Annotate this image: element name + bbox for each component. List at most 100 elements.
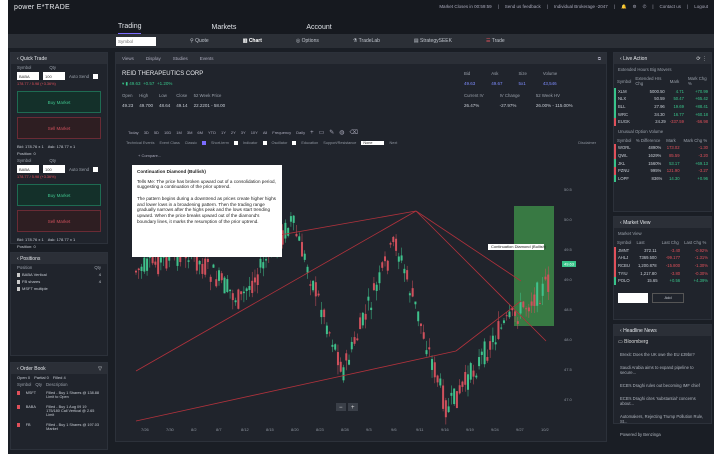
popout-icon[interactable]: ⧉ bbox=[597, 56, 601, 61]
nav-markets[interactable]: Markets bbox=[211, 24, 237, 31]
period-2y[interactable]: 2Y bbox=[230, 130, 236, 135]
period-10d[interactable]: 10D bbox=[163, 130, 172, 135]
qty-stepper[interactable]: 100 bbox=[43, 165, 65, 173]
frequency-select[interactable]: Daily bbox=[296, 130, 306, 135]
symbol-input[interactable]: BABA bbox=[17, 165, 39, 173]
auto-send-checkbox[interactable] bbox=[93, 73, 99, 79]
table-row[interactable]: EUGK 24.29 -337.59 -56.98 bbox=[614, 117, 710, 126]
tab-trade[interactable]: ☰ Trade bbox=[485, 38, 505, 44]
period-all[interactable]: All bbox=[262, 130, 268, 135]
feedback-link[interactable]: Send us feedback bbox=[504, 4, 541, 9]
news-item[interactable]: Saudi Arabia aims to expand pipeline to … bbox=[620, 365, 694, 375]
period-6m[interactable]: 6M bbox=[197, 130, 203, 135]
period-ytd[interactable]: YTD bbox=[207, 130, 216, 135]
period-10y[interactable]: 10Y bbox=[250, 130, 258, 135]
table-row[interactable]: PZNU 995% 121.90 -3.27 bbox=[614, 166, 710, 175]
disclaimer-link[interactable]: Disclaimer bbox=[578, 141, 596, 145]
table-row[interactable]: AHLJ 7369.500 -99.177 -1.31% bbox=[613, 254, 710, 262]
sr-select[interactable]: None bbox=[361, 141, 385, 145]
news-item[interactable]: ECB's Draghi rules out becoming IMF chie… bbox=[620, 383, 700, 388]
bell-icon[interactable]: 🔔 bbox=[620, 4, 627, 9]
period-5d[interactable]: 5D bbox=[153, 130, 159, 135]
period-1y[interactable]: 1Y bbox=[220, 130, 226, 135]
logout-link[interactable]: Logout bbox=[694, 4, 708, 9]
filter-filled[interactable]: Filled 4 bbox=[52, 375, 66, 380]
table-row[interactable]: POLO 15.65 +0.56 +4.39% bbox=[613, 276, 710, 285]
phone-icon[interactable]: ✆ bbox=[642, 4, 647, 9]
tab-strategyseek[interactable]: ▤ StrategySEEK bbox=[413, 38, 452, 44]
table-row[interactable]: JKL 1560% 53.17 +69.13 bbox=[614, 159, 710, 167]
filter-open[interactable]: Open 0 bbox=[17, 375, 31, 380]
menu-display[interactable]: Display bbox=[145, 56, 161, 61]
contact-link[interactable]: Contact us bbox=[659, 4, 682, 9]
order-row[interactable]: BABA Filled - Buy 1 Aug 09 19 175/180 Cal… bbox=[11, 402, 107, 420]
gear-icon[interactable]: ⚙ bbox=[632, 4, 637, 9]
symbol-input[interactable]: BABA bbox=[17, 72, 39, 80]
zoom-out-button[interactable] bbox=[336, 403, 346, 411]
globe-icon[interactable]: ◍ bbox=[339, 130, 345, 136]
period-3m[interactable]: 3M bbox=[186, 130, 193, 135]
menu-studies[interactable]: Studies bbox=[172, 56, 188, 61]
table-row[interactable]: LOPF 836% 14.30 +0.96 bbox=[614, 174, 710, 183]
next-button[interactable]: Next bbox=[389, 141, 398, 145]
refresh-icon[interactable]: ⟳ ⋮ bbox=[696, 55, 707, 62]
news-item[interactable]: ECB's Draghi cites 'substantial' concern… bbox=[620, 396, 696, 406]
position-row[interactable]: MSFT multiple bbox=[11, 285, 107, 292]
price-chart[interactable]: Continuation Diamond (Bullish) 50.5 50.0 49… bbox=[126, 151, 596, 436]
table-row[interactable]: TYIU 1,217.80 -3.80 -0.30% bbox=[613, 269, 710, 277]
period-1m[interactable]: 1M bbox=[176, 130, 182, 135]
compare-button[interactable]: + Compare... bbox=[138, 153, 162, 158]
qty-stepper[interactable]: 100 bbox=[43, 72, 65, 80]
nav-account[interactable]: Account bbox=[306, 24, 332, 31]
tab-options[interactable]: ◎ Options bbox=[295, 38, 319, 44]
tab-chart[interactable]: ▥ Chart bbox=[242, 38, 262, 44]
table-row[interactable]: XLM 5000.50 4.71 +70.99 bbox=[614, 87, 710, 96]
order-row[interactable]: MSFT Filled - Buy 1 Shares @ 138.88 Limit… bbox=[11, 388, 107, 402]
tab-tradelab[interactable]: ⚗ TradeLab bbox=[352, 38, 380, 44]
menu-events[interactable]: Events bbox=[199, 56, 214, 61]
zoom-in-button[interactable] bbox=[348, 403, 358, 411]
position-row[interactable]: FB shares 4 bbox=[11, 278, 107, 285]
symbol-search-input[interactable] bbox=[116, 36, 156, 46]
nav-trading[interactable]: Trading bbox=[118, 23, 142, 34]
filter-partial[interactable]: Partial 0 bbox=[34, 375, 49, 380]
table-row[interactable]: JMNT 372.11 -3.40 -0.92% bbox=[613, 246, 710, 255]
add-button[interactable]: Add bbox=[652, 292, 684, 303]
table-row[interactable]: WORL 4890% 173.02 -1.30 bbox=[614, 144, 710, 152]
table-row[interactable]: NLX 50.59 50.47 +65.42 bbox=[614, 95, 710, 103]
auto-send-checkbox[interactable] bbox=[93, 166, 99, 172]
tab-quote[interactable]: ⚲ Quote bbox=[190, 38, 209, 44]
crosshair-icon[interactable]: + bbox=[310, 129, 314, 136]
position-row[interactable]: BABA Vertical 4 bbox=[11, 271, 107, 278]
market-view-select[interactable]: Market View bbox=[618, 231, 642, 236]
buy-market-button[interactable]: Buy Market bbox=[17, 91, 101, 113]
sell-market-button[interactable]: Sell Market bbox=[17, 210, 101, 232]
candle-body bbox=[157, 254, 160, 275]
draw-icon[interactable]: ✎ bbox=[329, 130, 335, 136]
buy-market-button[interactable]: Buy Market bbox=[17, 184, 101, 206]
news-item[interactable]: Automakers, Rejecting Trump Pollution Ru… bbox=[620, 414, 704, 424]
filter-icon[interactable]: ▽ bbox=[98, 365, 102, 372]
candle-body bbox=[367, 296, 370, 301]
checkbox[interactable] bbox=[202, 141, 207, 145]
period-today[interactable]: Today bbox=[128, 130, 139, 135]
period-3d[interactable]: 3D bbox=[143, 130, 149, 135]
checkbox[interactable] bbox=[262, 141, 267, 145]
news-item[interactable]: Powered by Benzinga bbox=[620, 432, 661, 437]
sell-market-button[interactable]: Sell Market bbox=[17, 117, 101, 139]
checkbox[interactable] bbox=[233, 141, 238, 145]
classic-checkbox[interactable]: Classic bbox=[184, 141, 198, 145]
news-item[interactable]: Brexit: Does the UK owe the EU £39bn? bbox=[620, 352, 695, 357]
order-row[interactable]: FB Filled - Buy 1 Shares @ 197.03 Market bbox=[11, 420, 107, 434]
add-symbol-input[interactable] bbox=[618, 292, 648, 303]
checkbox[interactable] bbox=[292, 141, 297, 145]
account-selector[interactable]: Individual Brokerage -2047 bbox=[553, 4, 608, 9]
period-3y[interactable]: 3Y bbox=[240, 130, 246, 135]
comment-icon[interactable]: ▭ bbox=[318, 130, 325, 136]
table-row[interactable]: RCBU 1,200.878 -15.800 -1.30% bbox=[613, 261, 710, 270]
table-row[interactable]: BLL 27.96 19.69 +88.41 bbox=[614, 102, 710, 111]
table-row[interactable]: WRC 34.30 16.77 +60.18 bbox=[614, 110, 710, 118]
table-row[interactable]: QWL 1629% 85.59 -3.20 bbox=[614, 151, 710, 160]
eraser-icon[interactable]: ⌫ bbox=[349, 130, 359, 136]
menu-views[interactable]: Views bbox=[122, 56, 134, 61]
